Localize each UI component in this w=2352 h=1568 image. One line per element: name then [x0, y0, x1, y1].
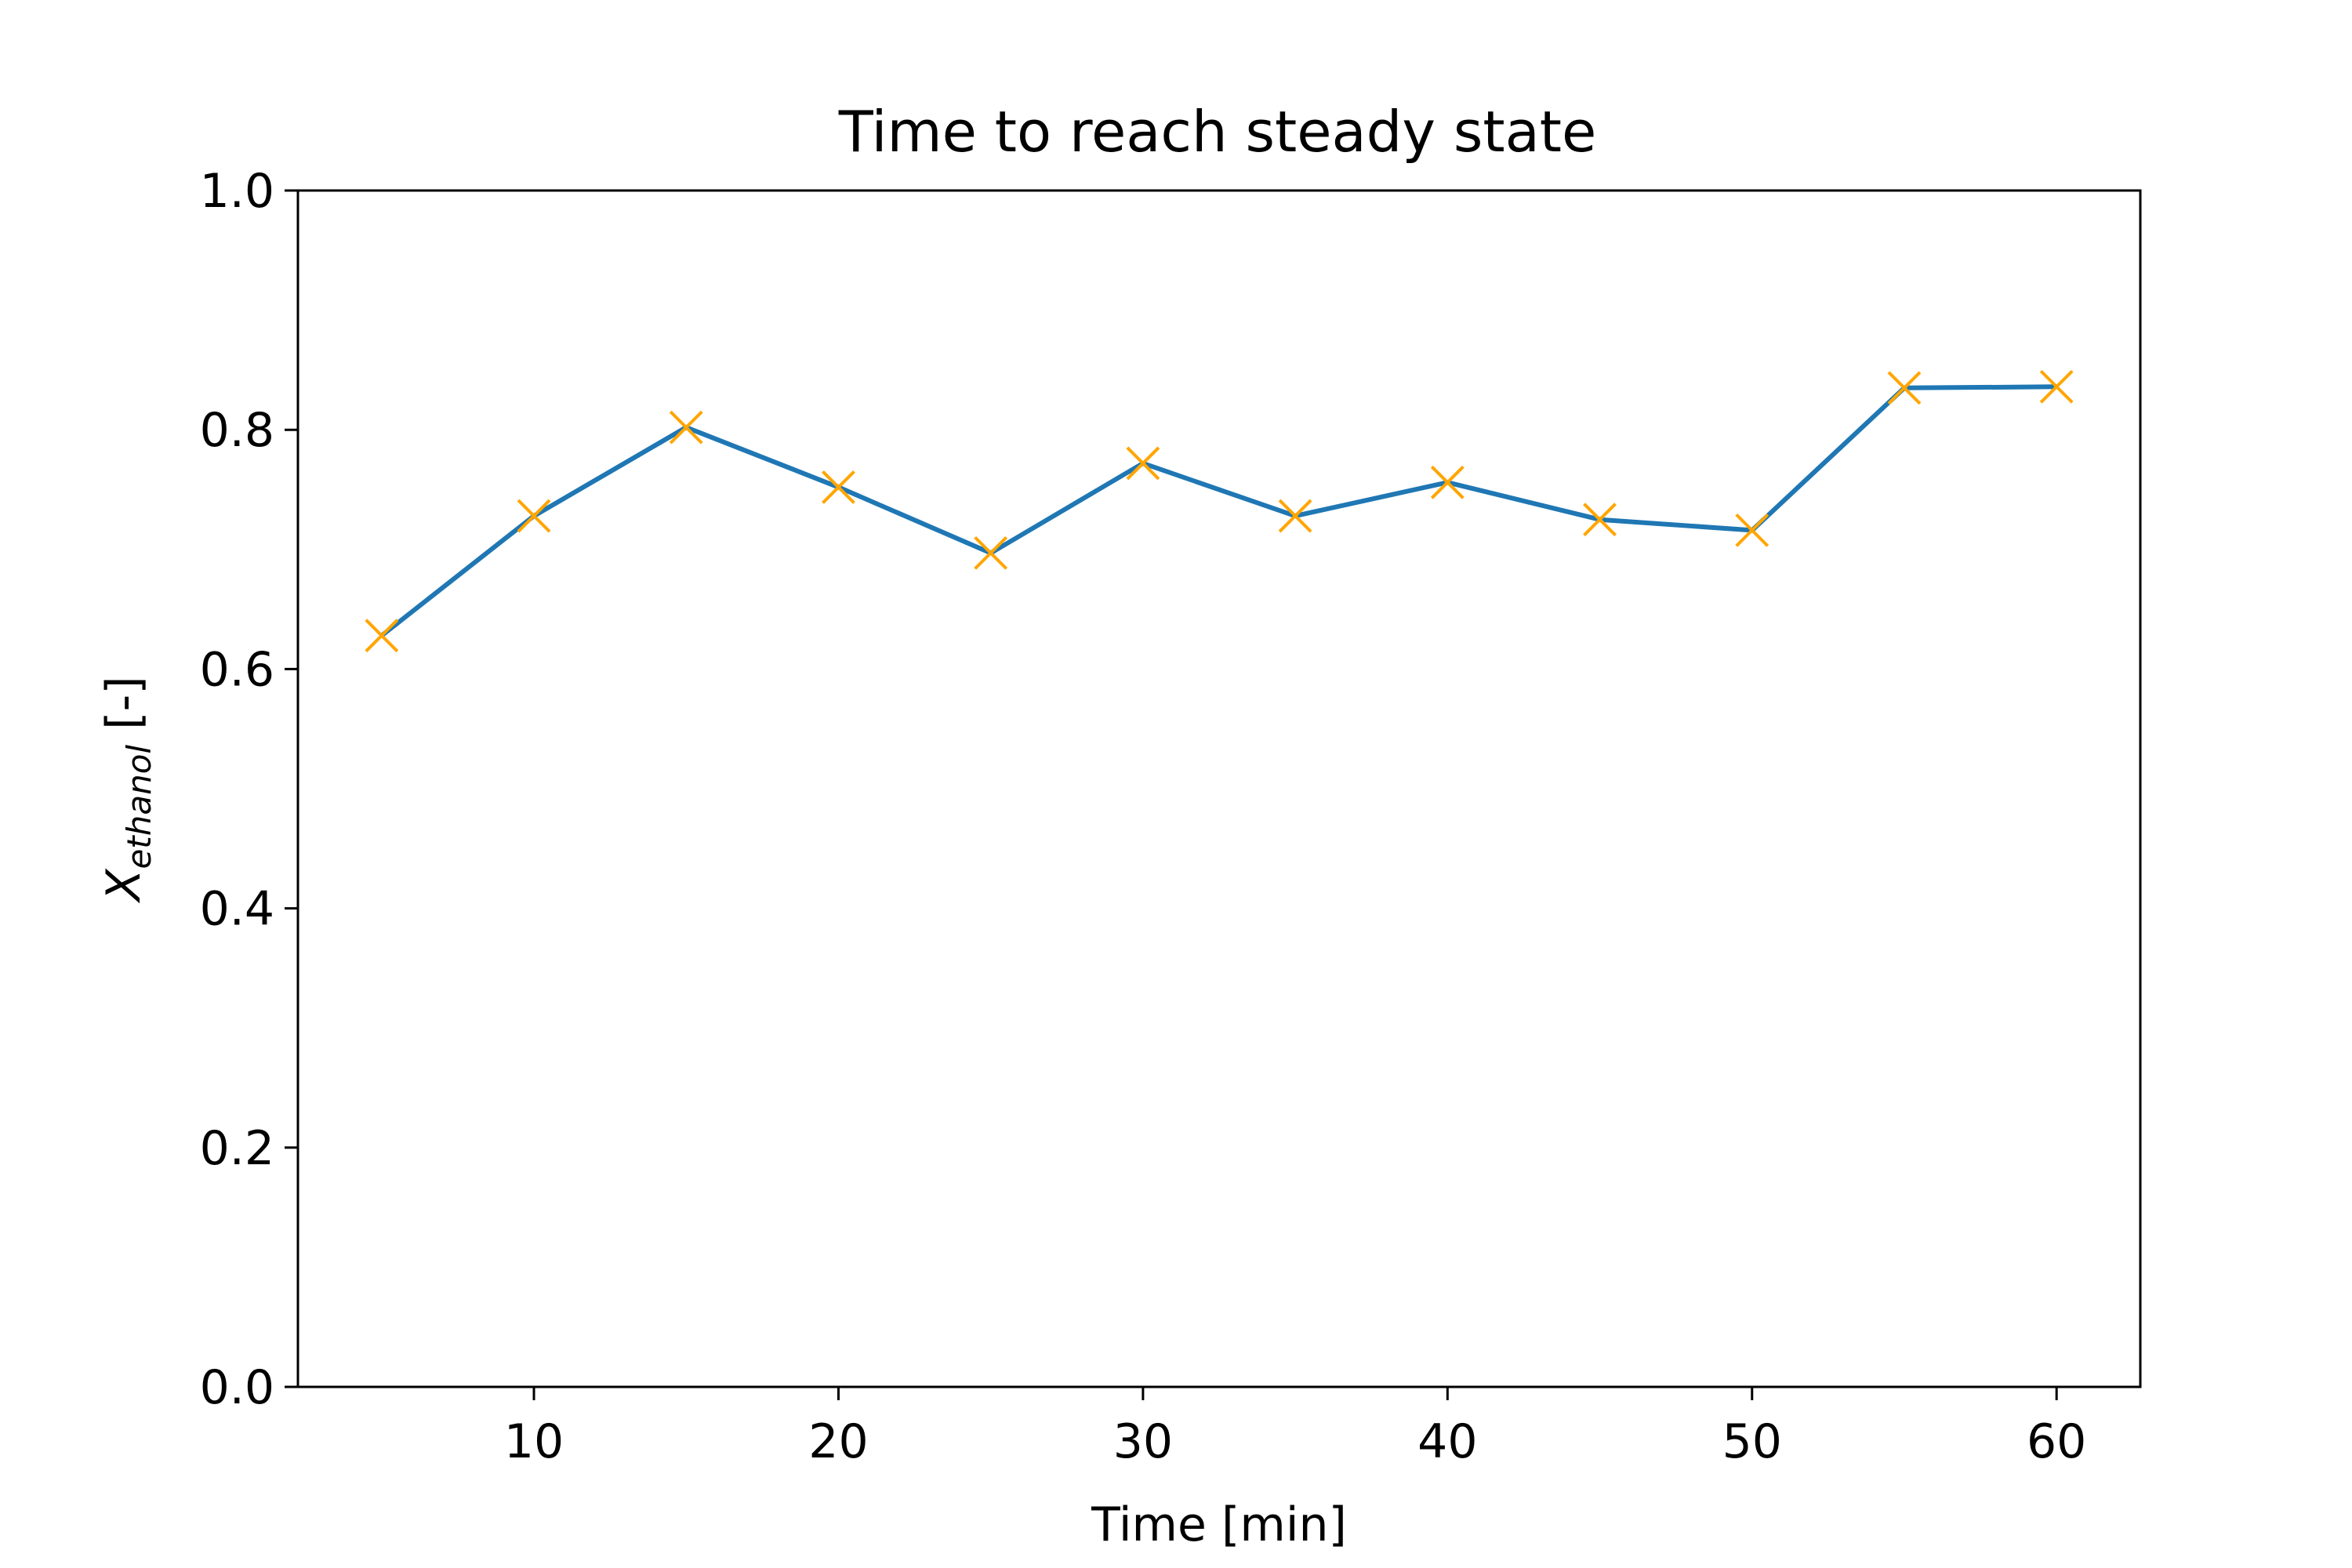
y-axis-label: Xethanol [-]	[96, 676, 158, 903]
data-point-marker	[517, 499, 551, 533]
data-point-marker	[1126, 446, 1160, 481]
y-axis-label-suffix: [-]	[96, 676, 151, 745]
x-tick-label: 20	[808, 1414, 868, 1469]
x-axis-label: Time [min]	[1091, 1497, 1347, 1552]
y-tick-label: 0.8	[200, 403, 274, 458]
y-axis-label-subscript: ethanol	[120, 745, 158, 869]
y-tick-label: 0.0	[200, 1360, 274, 1415]
data-point-marker	[1278, 499, 1312, 533]
data-point-marker	[2039, 369, 2074, 404]
y-tick-label: 1.0	[200, 164, 274, 219]
series-line	[379, 384, 2057, 638]
x-tick-label: 30	[1113, 1414, 1173, 1469]
x-tick-label: 40	[1417, 1414, 1477, 1469]
data-point-marker	[974, 535, 1008, 570]
x-tick-label: 10	[504, 1414, 564, 1469]
y-axis-label-main: X	[96, 868, 151, 904]
x-tick-label: 60	[2027, 1414, 2086, 1469]
x-axis: 10 20 30 40 50 60	[504, 1387, 2086, 1469]
y-tick-label: 0.4	[200, 882, 274, 937]
data-point-marker	[365, 619, 399, 653]
y-tick-label: 0.6	[200, 642, 274, 697]
chart-title: Time to reach steady state	[838, 99, 1597, 165]
data-point-marker	[1583, 503, 1617, 537]
data-point-marker	[1887, 371, 1922, 405]
axes-frame	[296, 189, 2142, 1388]
data-point-marker	[822, 470, 855, 504]
data-point-marker	[1430, 465, 1465, 499]
y-tick-label: 0.2	[200, 1121, 274, 1176]
x-tick-label: 50	[1722, 1414, 1782, 1469]
data-point-marker	[669, 410, 703, 445]
y-axis: 0.0 0.2 0.4 0.6 0.8 1.0	[200, 164, 298, 1415]
data-point-marker	[1735, 513, 1769, 547]
plot-marks	[365, 369, 2074, 653]
